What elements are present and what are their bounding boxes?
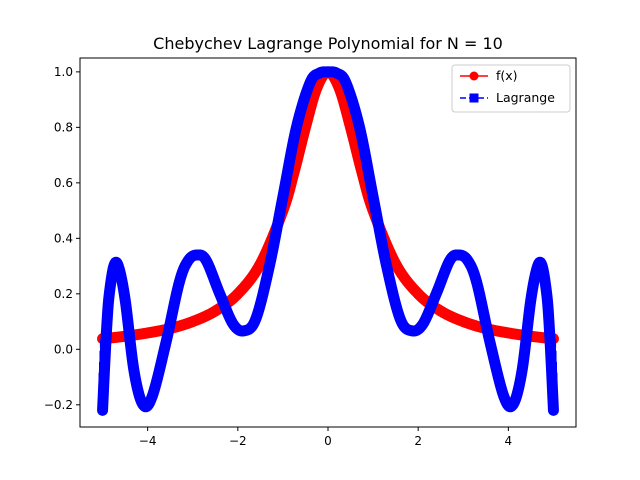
y-tick-label: 0.2 (54, 287, 73, 301)
series-layer (97, 66, 559, 416)
chart-title: Chebychev Lagrange Polynomial for N = 10 (153, 34, 503, 53)
series-marker (548, 339, 557, 348)
x-tick-label: 0 (324, 434, 332, 448)
series-marker (549, 373, 558, 382)
legend-label-fx: f(x) (496, 68, 518, 83)
series-marker (549, 361, 558, 370)
y-tick-label: 0.6 (54, 176, 73, 190)
y-axis: −0.2 0.0 0.2 0.4 0.6 0.8 1.0 (44, 65, 80, 412)
series-marker (548, 350, 557, 359)
series-marker (549, 384, 558, 393)
series-marker (98, 406, 107, 415)
series-marker (99, 350, 108, 359)
x-tick-label: −2 (229, 434, 247, 448)
x-tick-label: 4 (505, 434, 513, 448)
series-marker (98, 395, 107, 404)
x-tick-label: −4 (139, 434, 157, 448)
y-tick-label: 1.0 (54, 65, 73, 79)
legend-marker-fx (469, 71, 479, 81)
y-tick-label: 0.8 (54, 120, 73, 134)
series-marker (549, 395, 558, 404)
legend-label-lagrange: Lagrange (496, 90, 555, 105)
series-lagrange (97, 66, 559, 416)
x-tick-label: 2 (414, 434, 422, 448)
y-tick-label: 0.0 (54, 342, 73, 356)
series-marker (98, 384, 107, 393)
series-marker (99, 339, 108, 348)
series-line (97, 66, 559, 416)
legend-marker-lagrange (469, 93, 479, 103)
plot-area (97, 66, 559, 416)
y-tick-label: −0.2 (44, 398, 73, 412)
series-marker (98, 361, 107, 370)
series-marker (98, 373, 107, 382)
legend: f(x) Lagrange (451, 64, 571, 113)
x-axis: −4 −2 0 2 4 (139, 427, 512, 448)
y-tick-label: 0.4 (54, 231, 73, 245)
series-marker (549, 406, 558, 415)
